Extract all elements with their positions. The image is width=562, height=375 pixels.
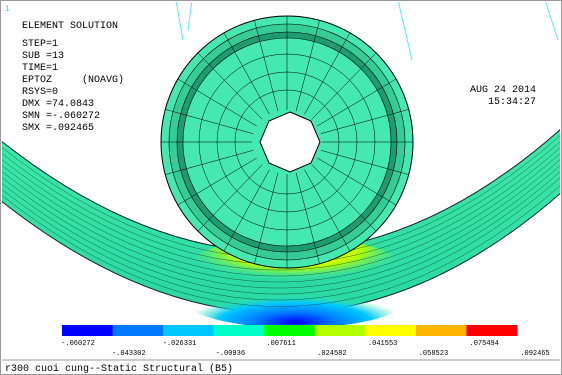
legend-label: .041553 (368, 340, 397, 348)
date: AUG 24 2014 (470, 85, 536, 96)
legend-label: -.026331 (163, 340, 197, 348)
legend-label: .024582 (317, 350, 346, 358)
legend-label: .075494 (470, 340, 499, 348)
legend-swatch (62, 325, 113, 336)
legend-swatch (113, 325, 164, 336)
legend-swatch (416, 325, 467, 336)
legend-swatch (315, 325, 366, 336)
info-line: RSYS=0 (22, 87, 58, 98)
legend-swatch (163, 325, 214, 336)
legend-label: .058523 (419, 350, 448, 358)
footer-title: r300 cuoi cung--Static Structural (B5) (5, 363, 233, 375)
legend-swatch (365, 325, 416, 336)
disc-bore (260, 112, 320, 172)
info-line: EPTOZ (NOAVG) (22, 74, 124, 86)
legend-swatch (214, 325, 265, 336)
info-line: SMX =.092465 (22, 123, 94, 134)
info-line: DMX =74.0843 (22, 99, 94, 110)
legend-swatch (466, 325, 517, 336)
info-line: SUB =13 (22, 51, 64, 62)
info-line: SMN =-.060272 (22, 111, 100, 122)
ansys-viewport: 1 ELEMENT SOLUTION STEP=1SUB =13TIME=1EP… (0, 0, 562, 375)
legend-label: -.00936 (216, 350, 245, 358)
legend-label: -.043302 (112, 350, 146, 358)
info-line: STEP=1 (22, 39, 58, 50)
result-title: ELEMENT SOLUTION (22, 21, 118, 32)
viewport-label: 1 (5, 5, 10, 14)
info-line: TIME=1 (22, 63, 58, 74)
legend-swatch (264, 325, 315, 336)
legend-label: .007611 (266, 340, 295, 348)
legend-label: -.060272 (61, 340, 95, 348)
legend-label: .092465 (520, 350, 549, 358)
pipe-compression (185, 272, 405, 328)
time: 15:34:27 (488, 97, 536, 108)
